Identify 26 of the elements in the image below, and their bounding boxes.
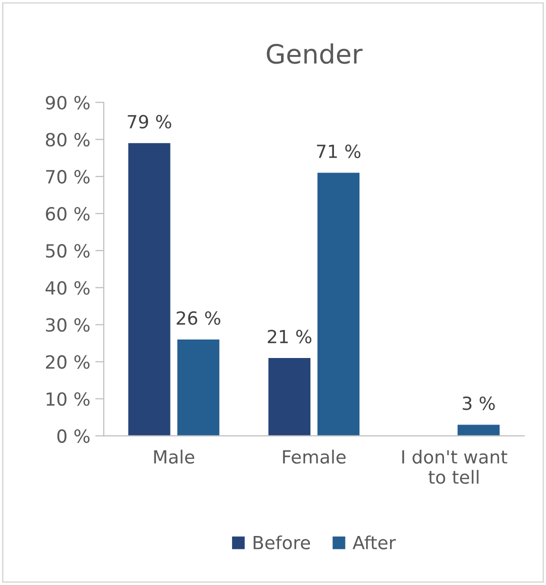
- data-label: 21 %: [268, 330, 312, 344]
- y-tick-label: 20 %: [46, 355, 90, 369]
- y-tick-label: 0 %: [57, 429, 90, 443]
- data-label: 71 %: [317, 144, 360, 158]
- y-tick-label: 70 %: [46, 170, 90, 184]
- x-tick-label: Male: [154, 450, 194, 464]
- data-label: 79 %: [128, 114, 172, 129]
- y-tick-label: 40 %: [46, 281, 90, 295]
- y-tick-label: 90 %: [46, 96, 90, 110]
- x-tick-label: Female: [283, 450, 346, 464]
- data-label: 3 %: [462, 396, 495, 410]
- data-label: 26 %: [176, 311, 220, 325]
- bar: [128, 143, 170, 436]
- bar: [317, 172, 360, 436]
- y-tick-label: 10 %: [46, 392, 90, 406]
- y-tick-label: 60 %: [46, 206, 90, 221]
- legend-label: After: [352, 535, 396, 550]
- bar: [268, 358, 310, 436]
- bar: [458, 424, 500, 436]
- chart-title: Gender: [266, 43, 363, 64]
- y-tick-label: 80 %: [46, 132, 90, 147]
- legend-label: Before: [254, 535, 310, 550]
- y-tick-label: 50 %: [46, 244, 90, 258]
- x-tick-label: I don't want to tell: [402, 450, 508, 484]
- bar: [177, 339, 220, 436]
- y-tick-label: 30 %: [46, 318, 90, 332]
